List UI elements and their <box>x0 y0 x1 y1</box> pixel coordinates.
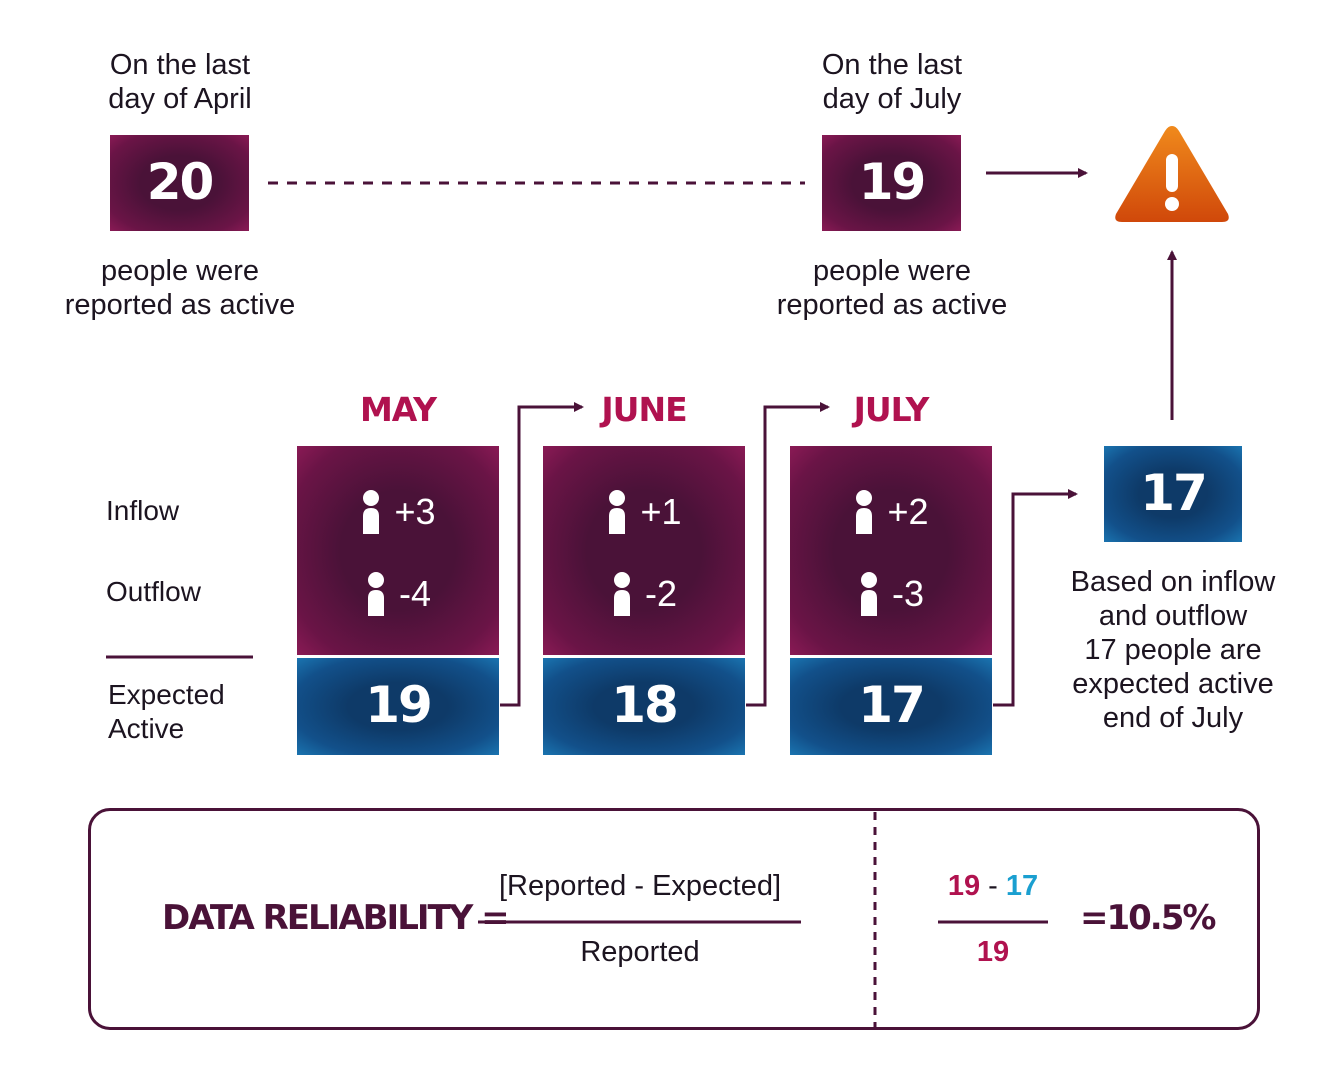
april-header: On the last day of April <box>108 49 252 115</box>
person-icon <box>856 490 873 534</box>
month-flow-box-july: +2 -3 <box>790 446 992 655</box>
data-reliability-label: DATA RELIABILITY = <box>162 898 510 938</box>
june-to-july-arrow <box>746 402 830 707</box>
july-reported-box: 19 <box>822 135 961 231</box>
july-to-result-arrow <box>993 489 1078 707</box>
example-numerator: 19 - 17 <box>938 870 1048 903</box>
month-title-june: JUNE <box>601 390 687 429</box>
july-header: On the last day of July <box>821 49 963 115</box>
outflow-value: -4 <box>398 573 431 614</box>
inflow-value: +3 <box>394 491 436 532</box>
april-reported-box: 20 <box>110 135 249 231</box>
example-minus: - <box>988 870 998 902</box>
example-denominator: 19 <box>976 936 1010 968</box>
expected-value-june: 18 <box>611 676 679 734</box>
month-title-may: MAY <box>359 390 437 429</box>
expected-box-july: 17 <box>790 658 992 755</box>
inflow-row: +2 <box>790 490 992 534</box>
month-title-july: JULY <box>853 390 930 429</box>
person-icon <box>613 572 630 616</box>
may-to-june-arrow <box>500 402 584 707</box>
july-reported-value: 19 <box>858 153 927 211</box>
inflow-value: +1 <box>640 491 682 532</box>
outflow-label: Outflow <box>106 576 201 607</box>
person-icon <box>860 572 877 616</box>
expected-active-label: Expected Active <box>108 679 225 744</box>
expected-result-box: 17 <box>1104 446 1242 542</box>
example-expected-value: 17 <box>1005 870 1039 902</box>
inflow-label: Inflow <box>106 495 180 526</box>
july-footer: people were reported as active <box>776 255 1008 321</box>
expected-box-may: 19 <box>297 658 499 755</box>
formula-denominator: Reported <box>580 936 700 968</box>
warning-triangle-icon <box>1115 126 1229 222</box>
expected-result-value: 17 <box>1140 464 1208 522</box>
formula-numerator: [Reported - Expected] <box>498 870 782 902</box>
inflow-value: +2 <box>887 491 929 532</box>
month-flow-box-june: +1 -2 <box>543 446 745 655</box>
person-icon <box>609 490 626 534</box>
inflow-row: +3 <box>297 490 499 534</box>
april-footer: people were reported as active <box>64 255 296 321</box>
person-icon <box>367 572 384 616</box>
month-flow-box-may: +3 -4 <box>297 446 499 655</box>
inflow-row: +1 <box>543 490 745 534</box>
outflow-value: -3 <box>891 573 924 614</box>
person-icon <box>363 490 380 534</box>
outflow-value: -2 <box>644 573 677 614</box>
outflow-row: -4 <box>297 572 499 616</box>
expected-box-june: 18 <box>543 658 745 755</box>
example-reported-value: 19 <box>947 870 981 902</box>
data-reliability-formula-box <box>88 808 1260 1030</box>
expected-value-may: 19 <box>365 676 433 734</box>
outflow-row: -3 <box>790 572 992 616</box>
april-reported-value: 20 <box>146 153 215 211</box>
outflow-row: -2 <box>543 572 745 616</box>
expected-result-caption: Based on inflow and outflow 17 people ar… <box>1070 566 1276 734</box>
expected-value-july: 17 <box>858 676 926 734</box>
reliability-result: =10.5% <box>1080 898 1216 938</box>
